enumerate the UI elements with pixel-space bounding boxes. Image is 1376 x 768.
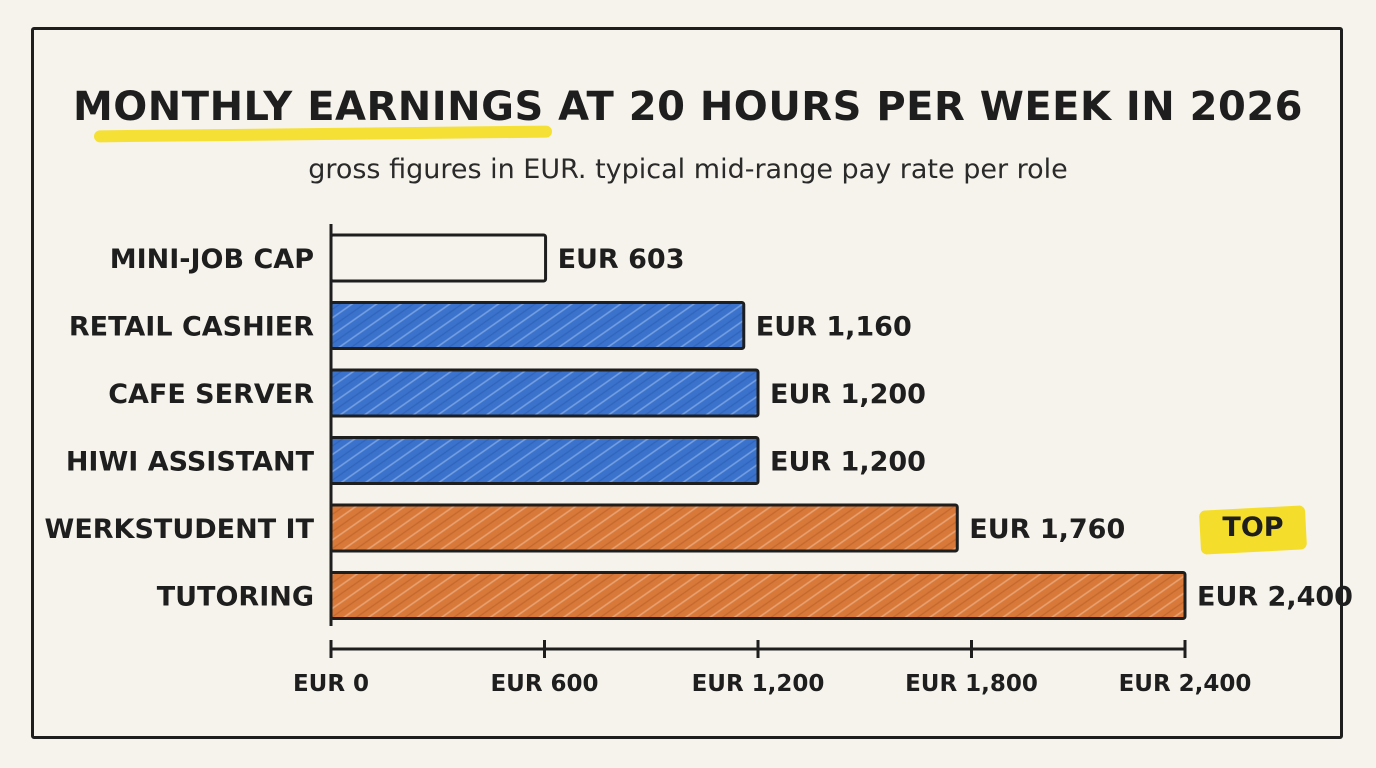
- category-label: RETAIL CASHIER: [69, 312, 314, 343]
- x-tick-label: EUR 600: [490, 671, 598, 697]
- top-badge: TOP: [1222, 512, 1284, 543]
- bar-mini-job-cap: [329, 233, 548, 283]
- value-label: EUR 1,160: [756, 312, 912, 343]
- chart-title: MONTHLY EARNINGS AT 20 HOURS PER WEEK IN…: [73, 84, 1303, 130]
- chart-frame: [31, 27, 1343, 739]
- bars-layer: MINI-JOB CAP EUR 603 RETAIL CASHIER EUR 1,1…: [45, 224, 1353, 626]
- x-tick-label: EUR 1,200: [692, 671, 825, 697]
- value-label: EUR 1,760: [969, 514, 1125, 545]
- value-label: EUR 1,200: [770, 447, 926, 478]
- category-label: CAFE SERVER: [108, 379, 314, 410]
- bar-werkstudent-it: [329, 503, 959, 553]
- bar-cafe-server: [329, 368, 760, 418]
- bar-tutoring: [329, 571, 1187, 620]
- x-tick-label: EUR 0: [293, 671, 369, 697]
- category-label: HIWI ASSISTANT: [66, 447, 315, 478]
- x-tick-label: EUR 1,800: [905, 671, 1038, 697]
- category-label: MINI-JOB CAP: [110, 244, 314, 275]
- value-label: EUR 2,400: [1197, 582, 1353, 613]
- x-axis: EUR 0 EUR 600 EUR 1,200 EUR 1,800 EUR 2,400: [293, 640, 1251, 697]
- bar-retail-cashier: [329, 301, 746, 350]
- category-label: WERKSTUDENT IT: [45, 514, 315, 545]
- value-label: EUR 603: [558, 244, 685, 275]
- x-tick-label: EUR 2,400: [1119, 671, 1252, 697]
- value-label: EUR 1,200: [770, 379, 926, 410]
- category-label: TUTORING: [157, 582, 314, 613]
- chart-subtitle: gross figures in EUR. typical mid-range …: [308, 154, 1068, 185]
- bar-hiwi-assistant: [329, 436, 760, 485]
